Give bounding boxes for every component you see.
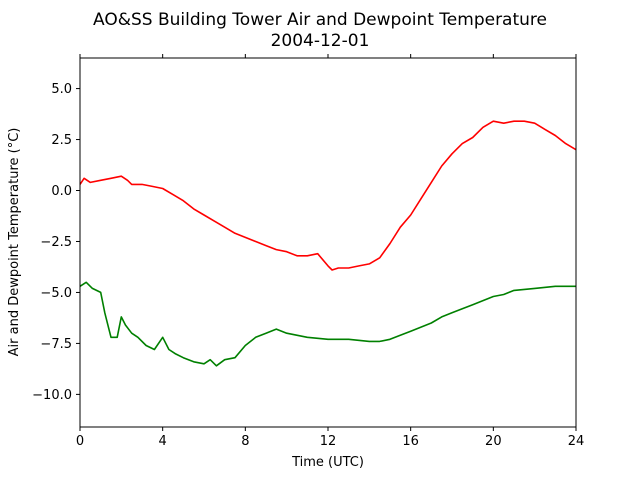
y-axis: −10.0 −7.5 −5.0 −2.5 0.0 2.5 5.0 — [32, 82, 80, 403]
x-tick-label: 24 — [568, 434, 585, 449]
y-tick-label: −7.5 — [40, 337, 72, 352]
series-line-2 — [79, 281, 576, 367]
y-tick-label: 0.0 — [51, 184, 72, 199]
y-tick-label: −5.0 — [40, 286, 72, 301]
x-tick-label: 16 — [402, 434, 419, 449]
chart-title-line1: AO&SS Building Tower Air and Dewpoint Te… — [93, 10, 547, 30]
series-line-1 — [79, 120, 577, 271]
y-axis-label: Air and Dewpoint Temperature (°C) — [7, 128, 22, 357]
x-axis: 0 4 8 12 16 20 24 — [76, 54, 584, 449]
chart-title-line2: 2004-12-01 — [271, 31, 370, 51]
x-axis-label: Time (UTC) — [291, 455, 364, 470]
y-tick-label: −10.0 — [32, 388, 72, 403]
x-tick-label: 12 — [320, 434, 337, 449]
y-tick-label: −2.5 — [40, 235, 72, 250]
series-layer — [79, 120, 577, 367]
y-tick-label: 5.0 — [51, 82, 72, 97]
x-tick-label: 8 — [241, 434, 249, 449]
y-tick-label: 2.5 — [51, 133, 72, 148]
x-tick-label: 0 — [76, 434, 84, 449]
x-tick-label: 20 — [485, 434, 502, 449]
x-tick-label: 4 — [159, 434, 167, 449]
